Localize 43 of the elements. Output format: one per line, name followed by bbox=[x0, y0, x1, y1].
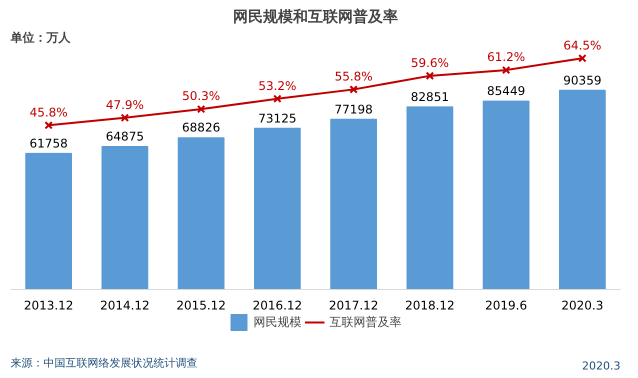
data-label: 85449 bbox=[487, 84, 526, 98]
data-label: 77198 bbox=[334, 102, 373, 116]
bar bbox=[482, 100, 530, 290]
bar bbox=[178, 137, 224, 290]
point bbox=[120, 114, 130, 122]
x-tick-label: 2018.12 bbox=[405, 298, 455, 312]
point bbox=[196, 104, 206, 114]
data-label: 61.2% bbox=[487, 50, 526, 64]
data-label: 90359 bbox=[563, 73, 602, 88]
data-label: 68826 bbox=[182, 120, 220, 135]
data-label: 73125 bbox=[258, 111, 296, 126]
data-label: 61758 bbox=[30, 136, 68, 150]
x-tick-label: 2016.12 bbox=[252, 298, 302, 312]
x-tick-label: 2013.12 bbox=[24, 298, 74, 312]
x-tick-label: 2020.3 bbox=[561, 298, 604, 312]
source-note: 来源：中国互联网络发展状况统计调查 bbox=[10, 356, 198, 370]
bar bbox=[254, 128, 301, 290]
point bbox=[349, 85, 358, 94]
point bbox=[273, 94, 282, 103]
bar bbox=[406, 106, 454, 290]
bar bbox=[102, 146, 148, 290]
data-label: 47.9% bbox=[106, 98, 144, 112]
legend-label: 互联网普及率 bbox=[330, 314, 402, 330]
x-tick-label: 2015.12 bbox=[176, 298, 226, 312]
legend-label: 网民规模 bbox=[254, 314, 302, 330]
data-label: 55.8% bbox=[334, 69, 373, 84]
data-label: 45.8% bbox=[30, 105, 68, 120]
data-label: 53.2% bbox=[258, 78, 296, 93]
bar bbox=[25, 152, 72, 290]
x-tick-label: 2017.12 bbox=[328, 298, 378, 312]
x-tick-label: 2019.6 bbox=[485, 298, 528, 312]
text: 单位：万人 bbox=[10, 30, 72, 44]
x-tick-label: 2014.12 bbox=[100, 298, 150, 312]
data-label: 82851 bbox=[410, 90, 449, 104]
data-label: 64875 bbox=[106, 129, 144, 144]
bar bbox=[330, 118, 377, 290]
data-label: 64.5% bbox=[563, 38, 602, 52]
data-label: 50.3% bbox=[182, 89, 220, 104]
chart-title: 网民规模和互联网普及率 bbox=[233, 8, 398, 26]
text: 2020.3 bbox=[582, 359, 621, 372]
point bbox=[44, 121, 53, 130]
data-label: 59.6% bbox=[410, 56, 449, 70]
bar bbox=[559, 90, 606, 290]
